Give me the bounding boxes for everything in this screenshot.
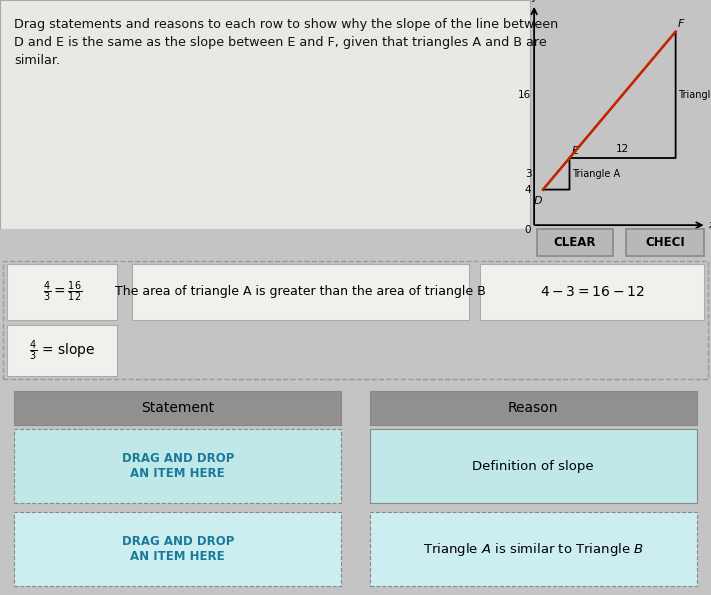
Text: E: E [571,146,578,156]
Text: Triangle A: Triangle A [572,169,620,178]
Bar [480,264,704,320]
Bar [626,230,704,256]
Text: DRAG AND DROP
AN ITEM HERE: DRAG AND DROP AN ITEM HERE [122,536,234,563]
Text: DRAG AND DROP
AN ITEM HERE: DRAG AND DROP AN ITEM HERE [122,452,234,480]
Text: x: x [708,220,711,230]
Text: 16: 16 [518,90,531,100]
Bar [370,429,697,503]
Bar [132,264,469,320]
Text: Triangle $A$ is similar to Triangle $B$: Triangle $A$ is similar to Triangle $B$ [423,541,643,558]
Text: CHECI: CHECI [645,236,685,249]
Text: Drag statements and reasons to each row to show why the slope of the line betwee: Drag statements and reasons to each row … [14,18,558,67]
Text: 12: 12 [616,144,629,154]
Text: 0: 0 [524,225,530,235]
Bar [0,0,530,229]
Bar [14,512,341,587]
Bar [7,264,117,320]
Text: F: F [678,19,684,29]
Bar [14,429,341,503]
Text: y: y [531,0,538,2]
Text: Statement: Statement [141,400,214,415]
Text: $\frac{4}{3}$ = slope: $\frac{4}{3}$ = slope [29,339,95,363]
Bar [14,390,341,425]
Text: The area of triangle A is greater than the area of triangle B: The area of triangle A is greater than t… [115,285,486,298]
Text: Definition of slope: Definition of slope [472,459,594,472]
Text: 3: 3 [525,169,531,178]
Text: Triangle B: Triangle B [678,90,711,100]
Text: $\frac{4}{3} = \frac{16}{12}$: $\frac{4}{3} = \frac{16}{12}$ [43,280,82,304]
Text: D: D [533,196,542,206]
Text: 4: 4 [525,184,531,195]
Text: CLEAR: CLEAR [554,236,597,249]
Text: $4-3=16-12$: $4-3=16-12$ [540,284,644,299]
Bar [370,390,697,425]
Bar [537,230,613,256]
Bar [370,512,697,587]
Text: Reason: Reason [508,400,559,415]
Bar [7,325,117,376]
